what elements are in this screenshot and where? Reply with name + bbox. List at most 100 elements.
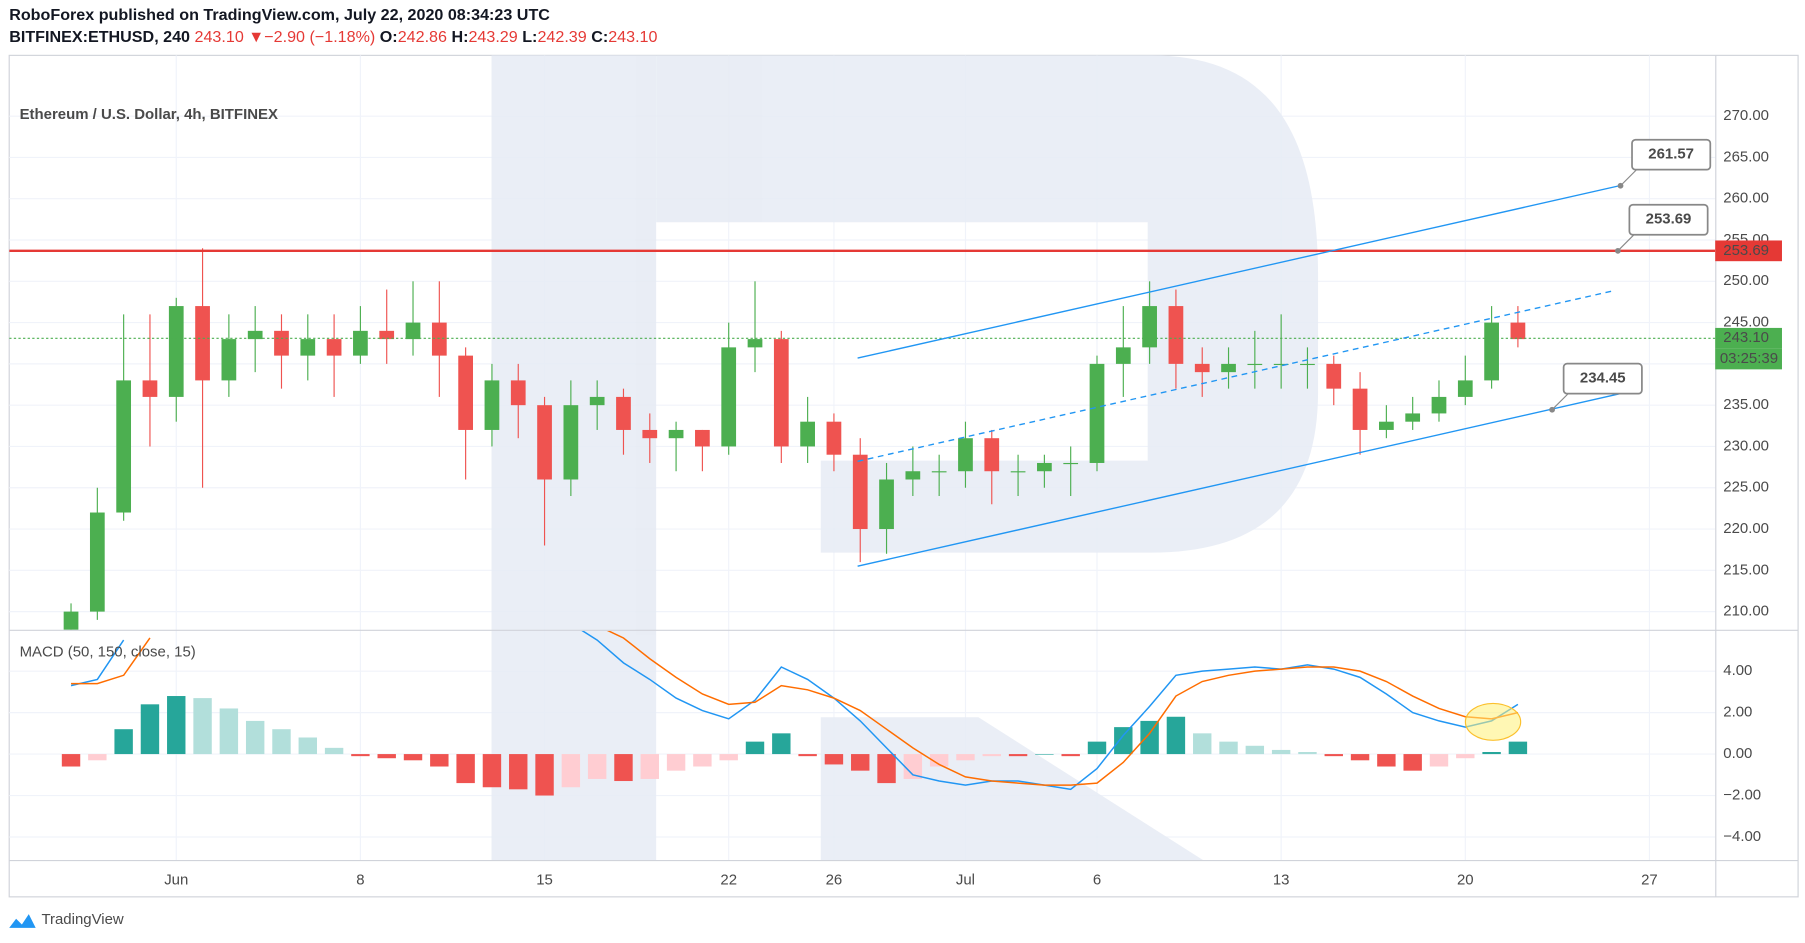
y-tick-label: 215.00 [1723,561,1769,578]
arrow: ▼ [248,28,264,46]
y-tick-label: −2.00 [1723,786,1761,803]
candle-body [984,438,1000,472]
candle-body [589,396,605,406]
histogram-bar [745,741,765,755]
histogram-bar [377,754,396,759]
macd-line [71,630,1519,786]
y-tick-label: 210.00 [1723,603,1769,620]
x-tick-label: 15 [536,872,553,889]
candle-body [616,396,631,430]
candle-body [1010,471,1026,473]
y-tick-label: 0.00 [1723,745,1752,762]
y-tick-label: 260.00 [1723,190,1769,207]
y-tick-label: 4.00 [1723,662,1752,679]
y-tick-label: 2.00 [1723,704,1752,721]
histogram-bar [1298,752,1317,755]
histogram-bar [167,696,186,755]
candle-body [1431,396,1447,414]
histogram-bar [1350,754,1370,761]
x-tick-label: 26 [826,872,843,889]
macd-line [70,630,1519,791]
candle-body [1115,347,1131,364]
x-tick-label: Jul [956,872,975,889]
candle-body [1221,363,1236,373]
candle-body [1037,462,1052,472]
candle-body [1379,421,1394,430]
histogram-bar [929,754,949,767]
histogram-bar [1403,754,1422,771]
histogram-bar [1456,754,1475,759]
l: 242.39 [537,28,586,46]
candle-body [1063,462,1079,465]
histogram-bar [614,754,633,782]
histogram-bar [1429,754,1449,767]
histogram-bar [982,754,1001,757]
symbol-line: BITFINEX:ETHUSD, 240 243.10 ▼−2.90 (−1.1… [9,28,657,46]
trend-line [857,392,1621,567]
brand[interactable]: TradingView [41,911,123,928]
y-tick-label: −4.00 [1723,828,1761,845]
y-tick-label: 245.00 [1723,314,1769,331]
x-tick-label: 6 [1093,872,1101,889]
h-label: H: [451,28,468,46]
x-tick-label: 20 [1457,872,1474,889]
macd-pane [61,630,1528,796]
candle-body [1168,306,1184,364]
histogram-bar [456,754,475,784]
y-tick-label: 235.00 [1723,396,1769,413]
y-tick-label: 220.00 [1723,520,1769,537]
x-tick-label: 27 [1641,872,1658,889]
countdown: 03:25:39 [1720,350,1778,367]
histogram-bar [719,754,738,761]
price-label-box [1715,327,1782,349]
candle-body [247,330,263,340]
countdown-box [1715,348,1782,370]
histogram-bar [1166,716,1186,755]
histogram-bar [535,754,554,796]
macd-title: MACD (50, 150, close, 15) [20,644,196,661]
histogram-bar [403,754,423,761]
callout-label: 261.57 [1648,146,1694,163]
histogram-bar [640,754,659,779]
h: 243.29 [468,28,517,46]
candle-body [221,339,237,381]
price-label: 243.10 [1723,329,1769,346]
candle-body [484,380,500,430]
x-tick-label: Jun [164,872,188,889]
histogram-bar [272,729,291,755]
candle-body [1142,306,1157,348]
candle-body [274,330,289,356]
histogram-bar [219,708,239,755]
histogram-bar [1508,741,1528,755]
histogram-bar [140,704,160,755]
histogram-bar [324,747,344,755]
o-label: O: [380,28,398,46]
callout-pointer [1620,169,1638,187]
histogram-bar [798,754,817,757]
price-pane [9,248,1716,630]
candle-body [537,405,552,480]
histogram-bar [956,754,975,761]
histogram-bar [1377,754,1396,767]
callout-label: 234.45 [1580,370,1626,387]
x-tick-label: 8 [356,872,364,889]
candle-body [800,421,815,447]
change: −2.90 (−1.18%) [264,28,375,46]
candle-body [458,355,473,430]
publisher: RoboForex published on TradingView.com, … [9,6,550,24]
histogram-bar [1193,733,1212,755]
histogram-bar [824,754,844,765]
y-tick-label: 230.00 [1723,437,1769,454]
trend-line [857,289,1616,462]
histogram-bar [1087,741,1107,755]
x-tick-label: 13 [1273,872,1290,889]
c: 243.10 [608,28,657,46]
candle-body [563,405,579,480]
c-label: C: [591,28,608,46]
histogram-bar [1271,749,1291,755]
o: 242.86 [398,28,447,46]
histogram-bar [1324,754,1343,757]
candle-body [695,429,710,447]
y-tick-label: 225.00 [1723,479,1769,496]
